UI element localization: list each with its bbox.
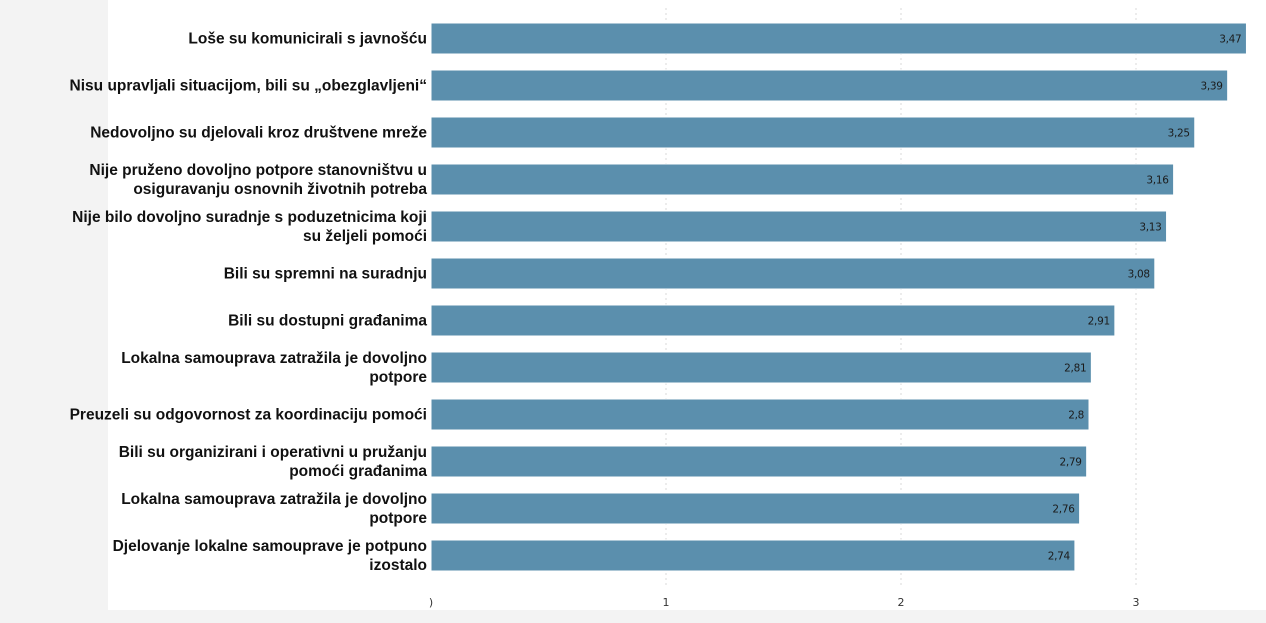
category-label: Lokalna samouprava zatražila je dovoljno… — [121, 491, 427, 527]
bar — [430, 69, 1229, 102]
category-label-line: Nije pruženo dovoljno potpore stanovništ… — [89, 162, 427, 179]
category-label: Bili su spremni na suradnju — [224, 266, 427, 283]
bar — [430, 539, 1076, 572]
bar — [430, 351, 1092, 384]
category-label-line: su željeli pomoći — [303, 228, 427, 245]
bar — [430, 210, 1168, 243]
category-label: Nije bilo dovoljno suradnje s poduzetnic… — [72, 209, 427, 245]
bar — [430, 257, 1156, 290]
category-label-line: Lokalna samouprava zatražila je dovoljno — [121, 491, 427, 508]
bar — [430, 445, 1088, 478]
bar — [430, 163, 1175, 196]
category-label: Lokalna samouprava zatražila je dovoljno… — [121, 350, 427, 386]
category-label: Nije pruženo dovoljno potpore stanovništ… — [89, 162, 427, 198]
category-label: Bili su organizirani i operativni u pruž… — [119, 444, 428, 480]
category-label-line: Nedovoljno su djelovali kroz društvene m… — [90, 125, 427, 142]
category-label: Djelovanje lokalne samouprave je potpuno… — [113, 538, 427, 574]
bar — [430, 304, 1116, 337]
category-label-line: izostalo — [369, 557, 427, 574]
category-label-line: Nisu upravljali situacijom, bili su „obe… — [70, 78, 427, 95]
value-label: 3,08 — [1128, 269, 1150, 281]
value-label: 2,81 — [1064, 363, 1086, 375]
category-label-line: Bili su organizirani i operativni u pruž… — [119, 444, 427, 461]
x-tick-label: 1 — [663, 596, 670, 609]
category-label: Nisu upravljali situacijom, bili su „obe… — [70, 78, 427, 95]
value-label: 2,8 — [1068, 410, 1084, 422]
category-label-line: Djelovanje lokalne samouprave je potpuno — [113, 538, 427, 555]
x-tick-label: 3 — [1133, 596, 1140, 609]
value-label: 2,79 — [1059, 457, 1081, 469]
category-label-line: potpore — [369, 369, 427, 386]
category-label: Bili su dostupni građanima — [228, 313, 427, 330]
category-label-line: potpore — [369, 510, 427, 527]
bar — [430, 398, 1090, 431]
value-label: 3,39 — [1200, 81, 1222, 93]
category-label-line: Loše su komunicirali s javnošću — [188, 31, 427, 48]
category-label-line: Bili su spremni na suradnju — [224, 266, 427, 283]
value-label: 3,16 — [1146, 175, 1169, 187]
bar — [430, 492, 1081, 525]
category-label-line: osiguravanju osnovnih životnih potreba — [133, 181, 427, 198]
value-label: 3,47 — [1219, 34, 1241, 46]
value-label: 2,76 — [1052, 504, 1075, 516]
value-label: 2,91 — [1088, 316, 1110, 328]
category-label: Nedovoljno su djelovali kroz društvene m… — [90, 125, 427, 142]
category-label: Loše su komunicirali s javnošću — [188, 31, 427, 48]
category-label-line: Bili su dostupni građanima — [228, 313, 427, 330]
category-label-line: Lokalna samouprava zatražila je dovoljno — [121, 350, 427, 367]
category-label-line: Nije bilo dovoljno suradnje s poduzetnic… — [72, 209, 427, 226]
category-label: Preuzeli su odgovornost za koordinaciju … — [70, 407, 427, 424]
value-label: 3,13 — [1139, 222, 1161, 234]
bar — [430, 116, 1196, 149]
x-tick-label: ) — [429, 596, 433, 609]
category-label-line: pomoći građanima — [289, 463, 427, 480]
category-label-line: Preuzeli su odgovornost za koordinaciju … — [70, 407, 427, 424]
bar — [430, 22, 1247, 55]
x-tick-label: 2 — [898, 596, 905, 609]
value-label: 2,74 — [1048, 551, 1071, 563]
value-label: 3,25 — [1168, 128, 1190, 140]
